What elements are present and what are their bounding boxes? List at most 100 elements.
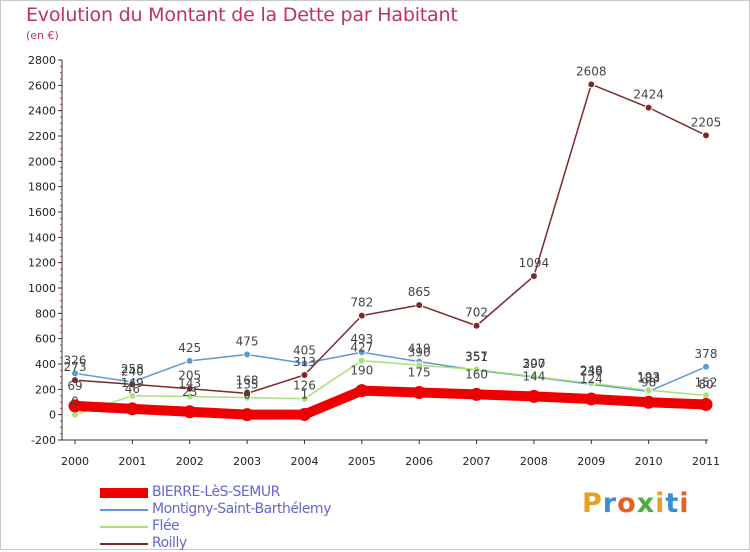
series-line <box>70 385 711 420</box>
y-tick-label: 400 <box>35 358 56 371</box>
data-point <box>412 386 426 399</box>
data-label: 2205 <box>691 115 722 129</box>
data-point <box>355 384 369 398</box>
data-label: 152 <box>695 375 718 389</box>
logo-letter: t <box>665 488 680 519</box>
y-tick-label: 1800 <box>28 181 56 194</box>
y-tick-label: 1600 <box>28 206 56 219</box>
y-tick-label: 2600 <box>28 79 56 92</box>
data-point <box>68 399 82 413</box>
data-label: 419 <box>408 342 431 356</box>
legend-swatch <box>100 488 148 498</box>
data-point <box>702 362 710 371</box>
legend-label: BIERRE-LèS-SEMUR <box>152 484 280 500</box>
y-tick-label: 600 <box>35 333 56 346</box>
data-point <box>584 392 598 406</box>
data-point <box>300 371 309 380</box>
data-label: 80 <box>698 378 713 392</box>
data-label: 273 <box>64 360 87 374</box>
data-label: 427 <box>350 341 373 355</box>
x-tick-label: 2007 <box>463 455 491 468</box>
data-point <box>587 379 596 388</box>
data-label: 782 <box>350 296 373 310</box>
data-point <box>357 348 366 357</box>
legend-label: Roilly <box>152 535 187 551</box>
data-point <box>185 356 194 365</box>
data-point <box>644 386 653 395</box>
data-point <box>357 311 366 320</box>
data-label: 390 <box>408 345 431 359</box>
data-label: 0 <box>71 395 79 409</box>
data-point <box>243 389 252 398</box>
data-label: 475 <box>236 335 259 349</box>
data-label: 23 <box>182 385 197 399</box>
logo-letter: x <box>636 488 656 519</box>
x-tick-label: 2001 <box>118 455 146 468</box>
data-point <box>300 359 309 368</box>
x-tick-label: 2010 <box>635 455 663 468</box>
legend-label: Flée <box>152 518 180 534</box>
data-label: 493 <box>350 332 373 346</box>
data-point <box>240 408 254 422</box>
data-point <box>128 391 137 400</box>
y-tick-label: 2800 <box>28 54 56 67</box>
x-tick-label: 2008 <box>520 455 548 468</box>
x-tick-label: 2011 <box>692 455 720 468</box>
x-tick-label: 2002 <box>176 455 204 468</box>
data-label: 205 <box>178 369 201 383</box>
data-point <box>243 350 252 359</box>
data-point <box>702 131 710 140</box>
data-point <box>644 103 653 112</box>
data-point <box>699 398 713 412</box>
data-label: 405 <box>293 343 316 357</box>
data-label: 357 <box>465 349 488 363</box>
data-label: 124 <box>580 372 603 386</box>
data-label: 1 <box>301 388 309 402</box>
y-tick-label: -200 <box>31 434 56 447</box>
data-label: 160 <box>465 367 488 381</box>
y-tick-label: 0 <box>49 409 56 422</box>
data-label: 300 <box>522 357 545 371</box>
data-label: 126 <box>293 379 316 393</box>
data-point <box>183 405 197 419</box>
data-point <box>71 376 79 385</box>
logo-letter: P <box>582 488 603 519</box>
y-tick-label: 200 <box>35 383 56 396</box>
data-label: 378 <box>695 347 718 361</box>
data-point <box>297 408 311 422</box>
series-line <box>74 351 707 393</box>
data-label: 149 <box>121 376 144 390</box>
data-label: 143 <box>178 377 201 391</box>
data-label: 1094 <box>519 256 550 270</box>
y-tick-label: 1200 <box>28 257 56 270</box>
data-point <box>529 272 538 281</box>
legend-swatch <box>100 526 148 528</box>
data-point <box>185 392 194 401</box>
y-tick-label: 1400 <box>28 231 56 244</box>
data-label: 69 <box>67 379 82 393</box>
logo-letter: i <box>679 488 690 519</box>
data-point <box>472 321 481 330</box>
data-label: 2608 <box>576 64 607 78</box>
legend-label: Montigny-Saint-Barthélemy <box>152 501 331 517</box>
y-tick-label: 800 <box>35 307 56 320</box>
x-tick-label: 2006 <box>405 455 433 468</box>
data-label: 326 <box>64 353 87 367</box>
x-tick-label: 2005 <box>348 455 376 468</box>
data-label: 0 <box>243 388 251 402</box>
logo-letter: o <box>617 488 637 519</box>
data-label: 240 <box>121 364 144 378</box>
data-label: 98 <box>641 375 656 389</box>
y-tick-label: 1000 <box>28 282 56 295</box>
data-label: 193 <box>637 370 660 384</box>
logo-letter: i <box>655 488 666 519</box>
x-tick-label: 2000 <box>61 455 89 468</box>
data-label: 351 <box>465 350 488 364</box>
series-line <box>74 359 707 416</box>
data-point <box>415 361 424 370</box>
data-label: 135 <box>236 378 259 392</box>
data-point <box>472 365 481 374</box>
y-tick-label: 2400 <box>28 105 56 118</box>
y-tick-label: 2200 <box>28 130 56 143</box>
